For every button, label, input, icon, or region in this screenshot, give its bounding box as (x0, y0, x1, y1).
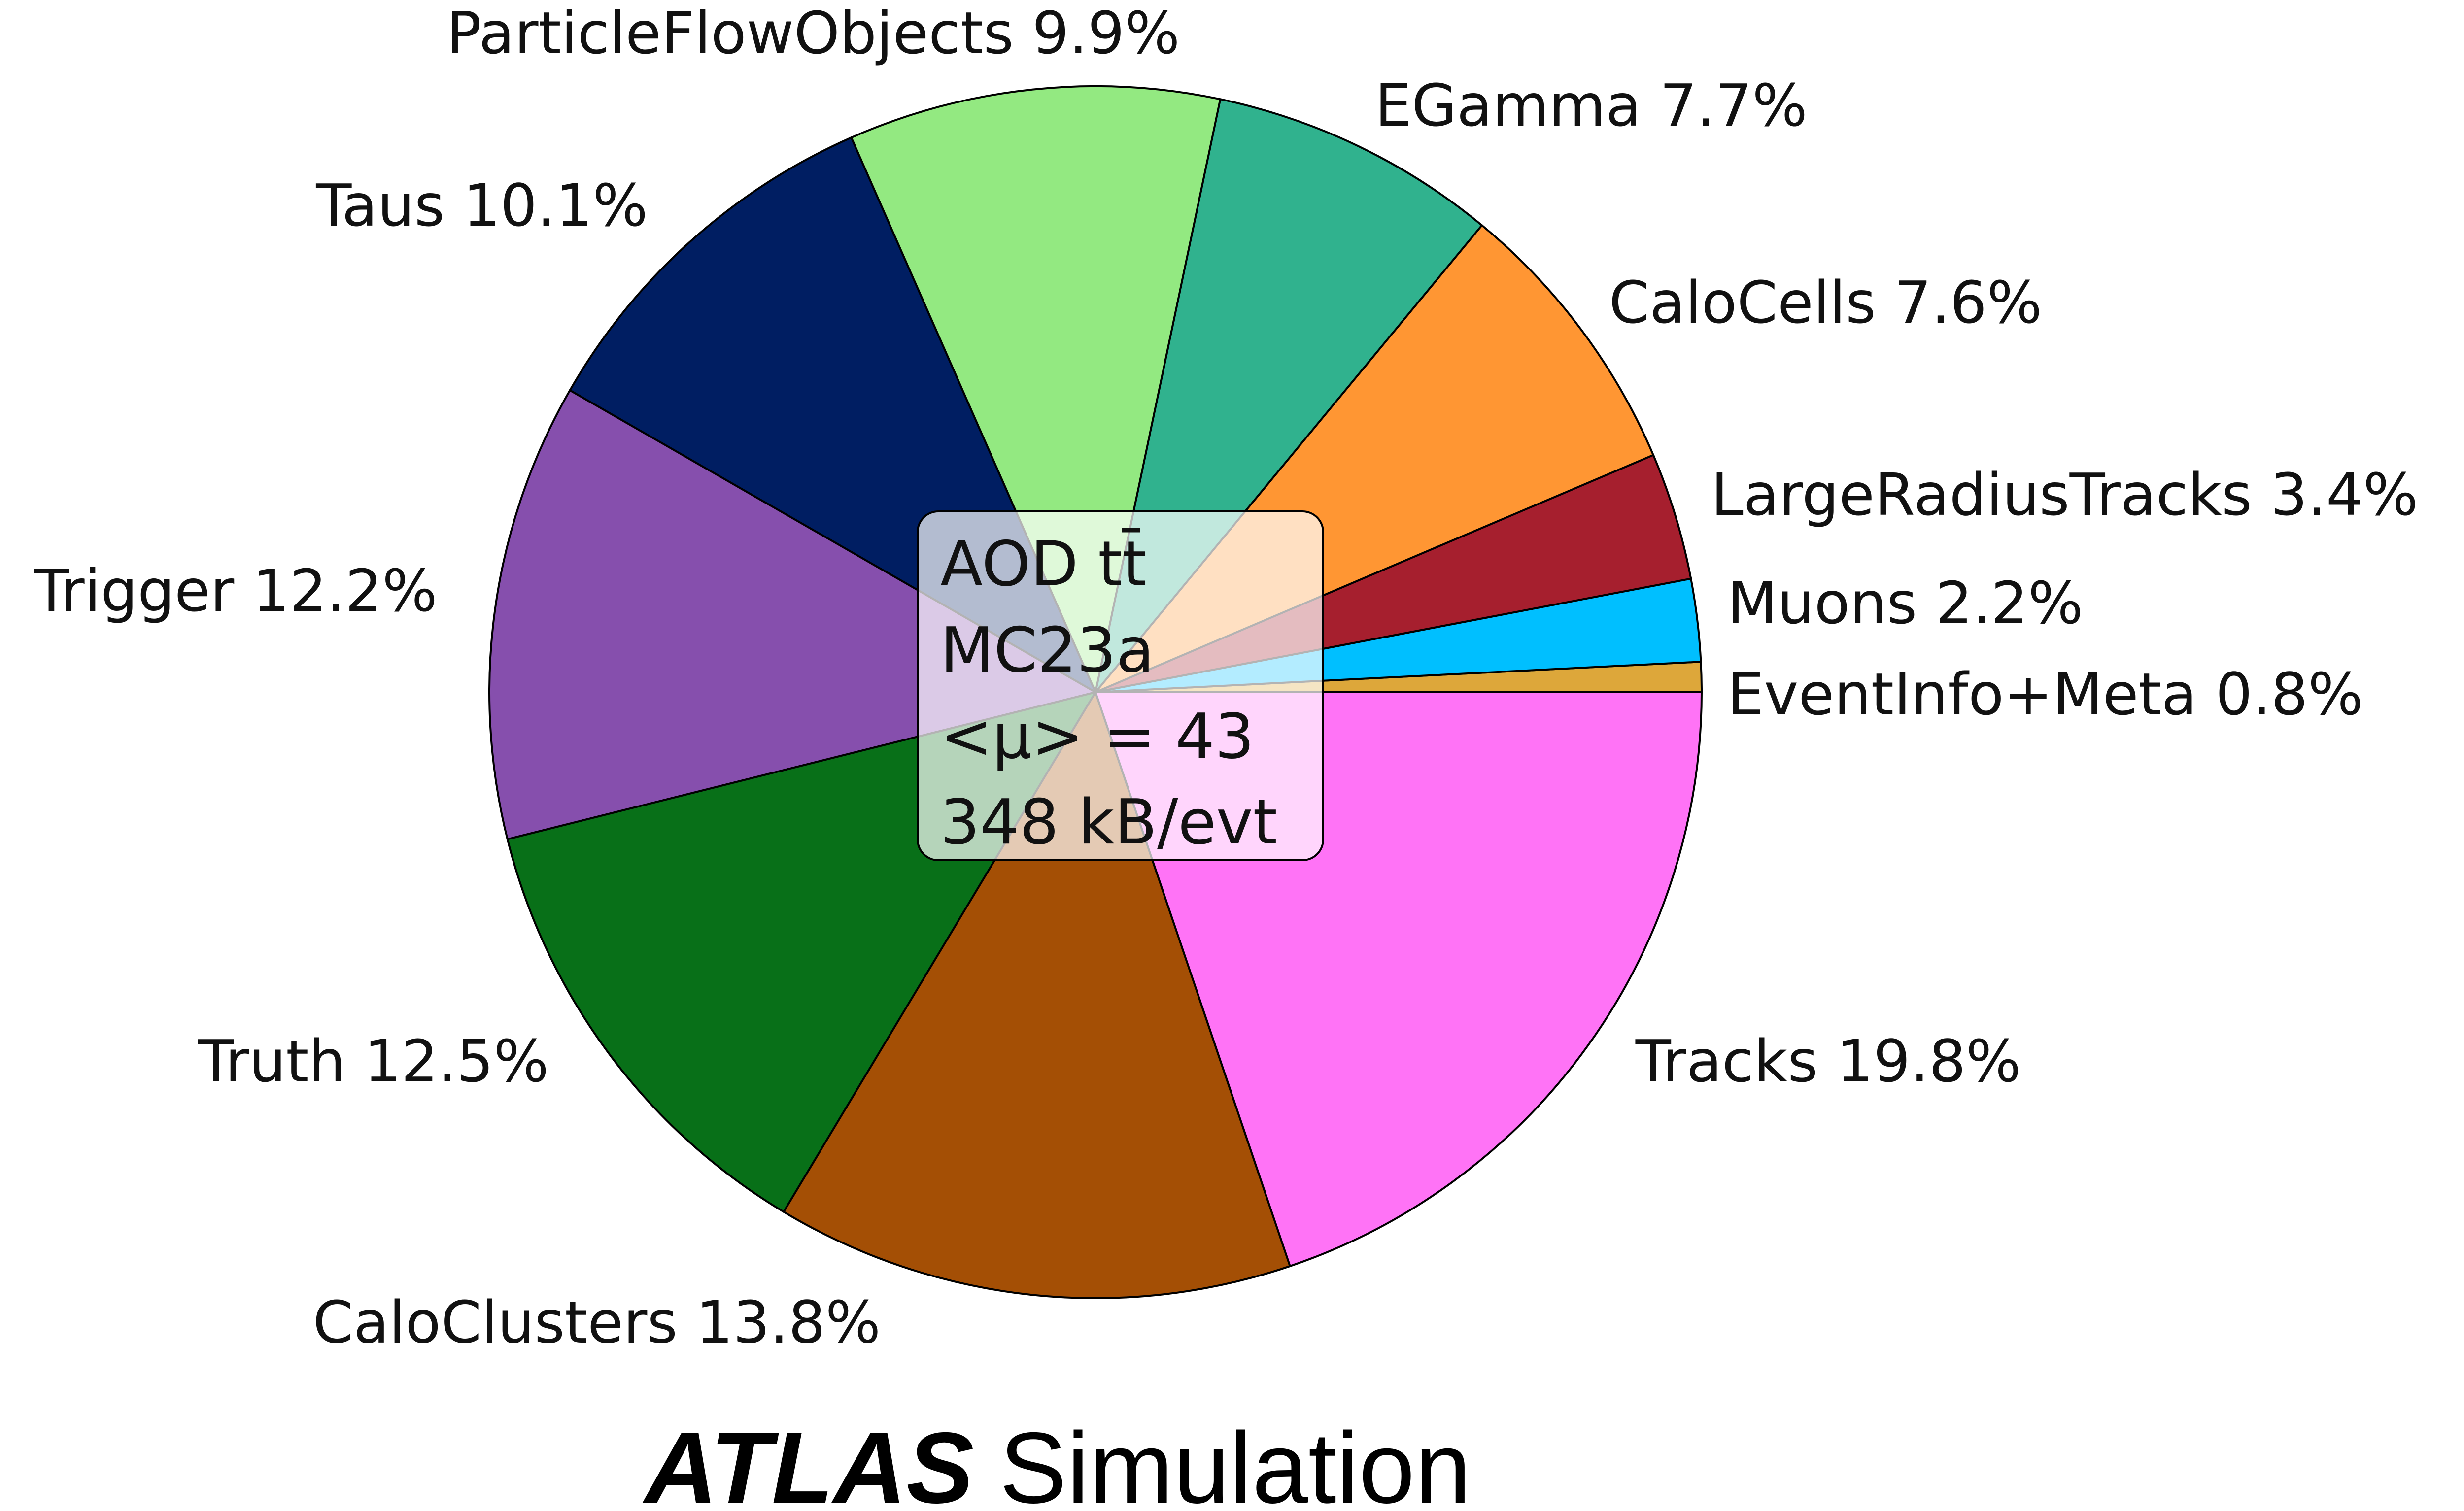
annotation-line-process: AOD tt̄ (940, 527, 1147, 600)
annotation-line-campaign: MC23a (940, 614, 1154, 686)
annotation-box: AOD tt̄ MC23a <μ> = 43 348 kB/evt (917, 510, 1324, 861)
slice-label-largeradiustracks: LargeRadiusTracks 3.4% (1711, 461, 2418, 529)
slice-label-trigger: Trigger 12.2% (33, 557, 437, 625)
slice-label-taus: Taus 10.1% (315, 171, 648, 239)
slice-label-truth: Truth 12.5% (198, 1027, 548, 1095)
slice-label-caloclusters: CaloClusters 13.8% (313, 1288, 881, 1356)
slice-label-eventinfo-meta: EventInfo+Meta 0.8% (1727, 660, 2363, 728)
footer-caption: ATLAS Simulation (642, 1411, 1471, 1511)
footer-simulation: Simulation (999, 1411, 1471, 1511)
slice-label-tracks: Tracks 19.8% (1635, 1027, 2021, 1095)
pie-labels: EventInfo+Meta 0.8% Muons 2.2% LargeRadius… (33, 0, 2418, 1356)
footer-atlas: ATLAS (642, 1411, 974, 1511)
slice-label-calocells: CaloCells 7.6% (1609, 269, 2042, 336)
annotation-line-pileup: <μ> = 43 (940, 700, 1254, 772)
annotation-line-size: 348 kB/evt (940, 786, 1277, 858)
slice-label-muons: Muons 2.2% (1727, 569, 2083, 637)
pie-slice-caloclusters (782, 690, 1292, 1299)
pie-slice-particleflowobjects (850, 85, 1222, 696)
slice-label-particleflowobjects: ParticleFlowObjects 9.9% (446, 0, 1180, 67)
slice-label-egamma: EGamma 7.7% (1375, 71, 1808, 139)
annotation-box-background (917, 510, 1324, 861)
